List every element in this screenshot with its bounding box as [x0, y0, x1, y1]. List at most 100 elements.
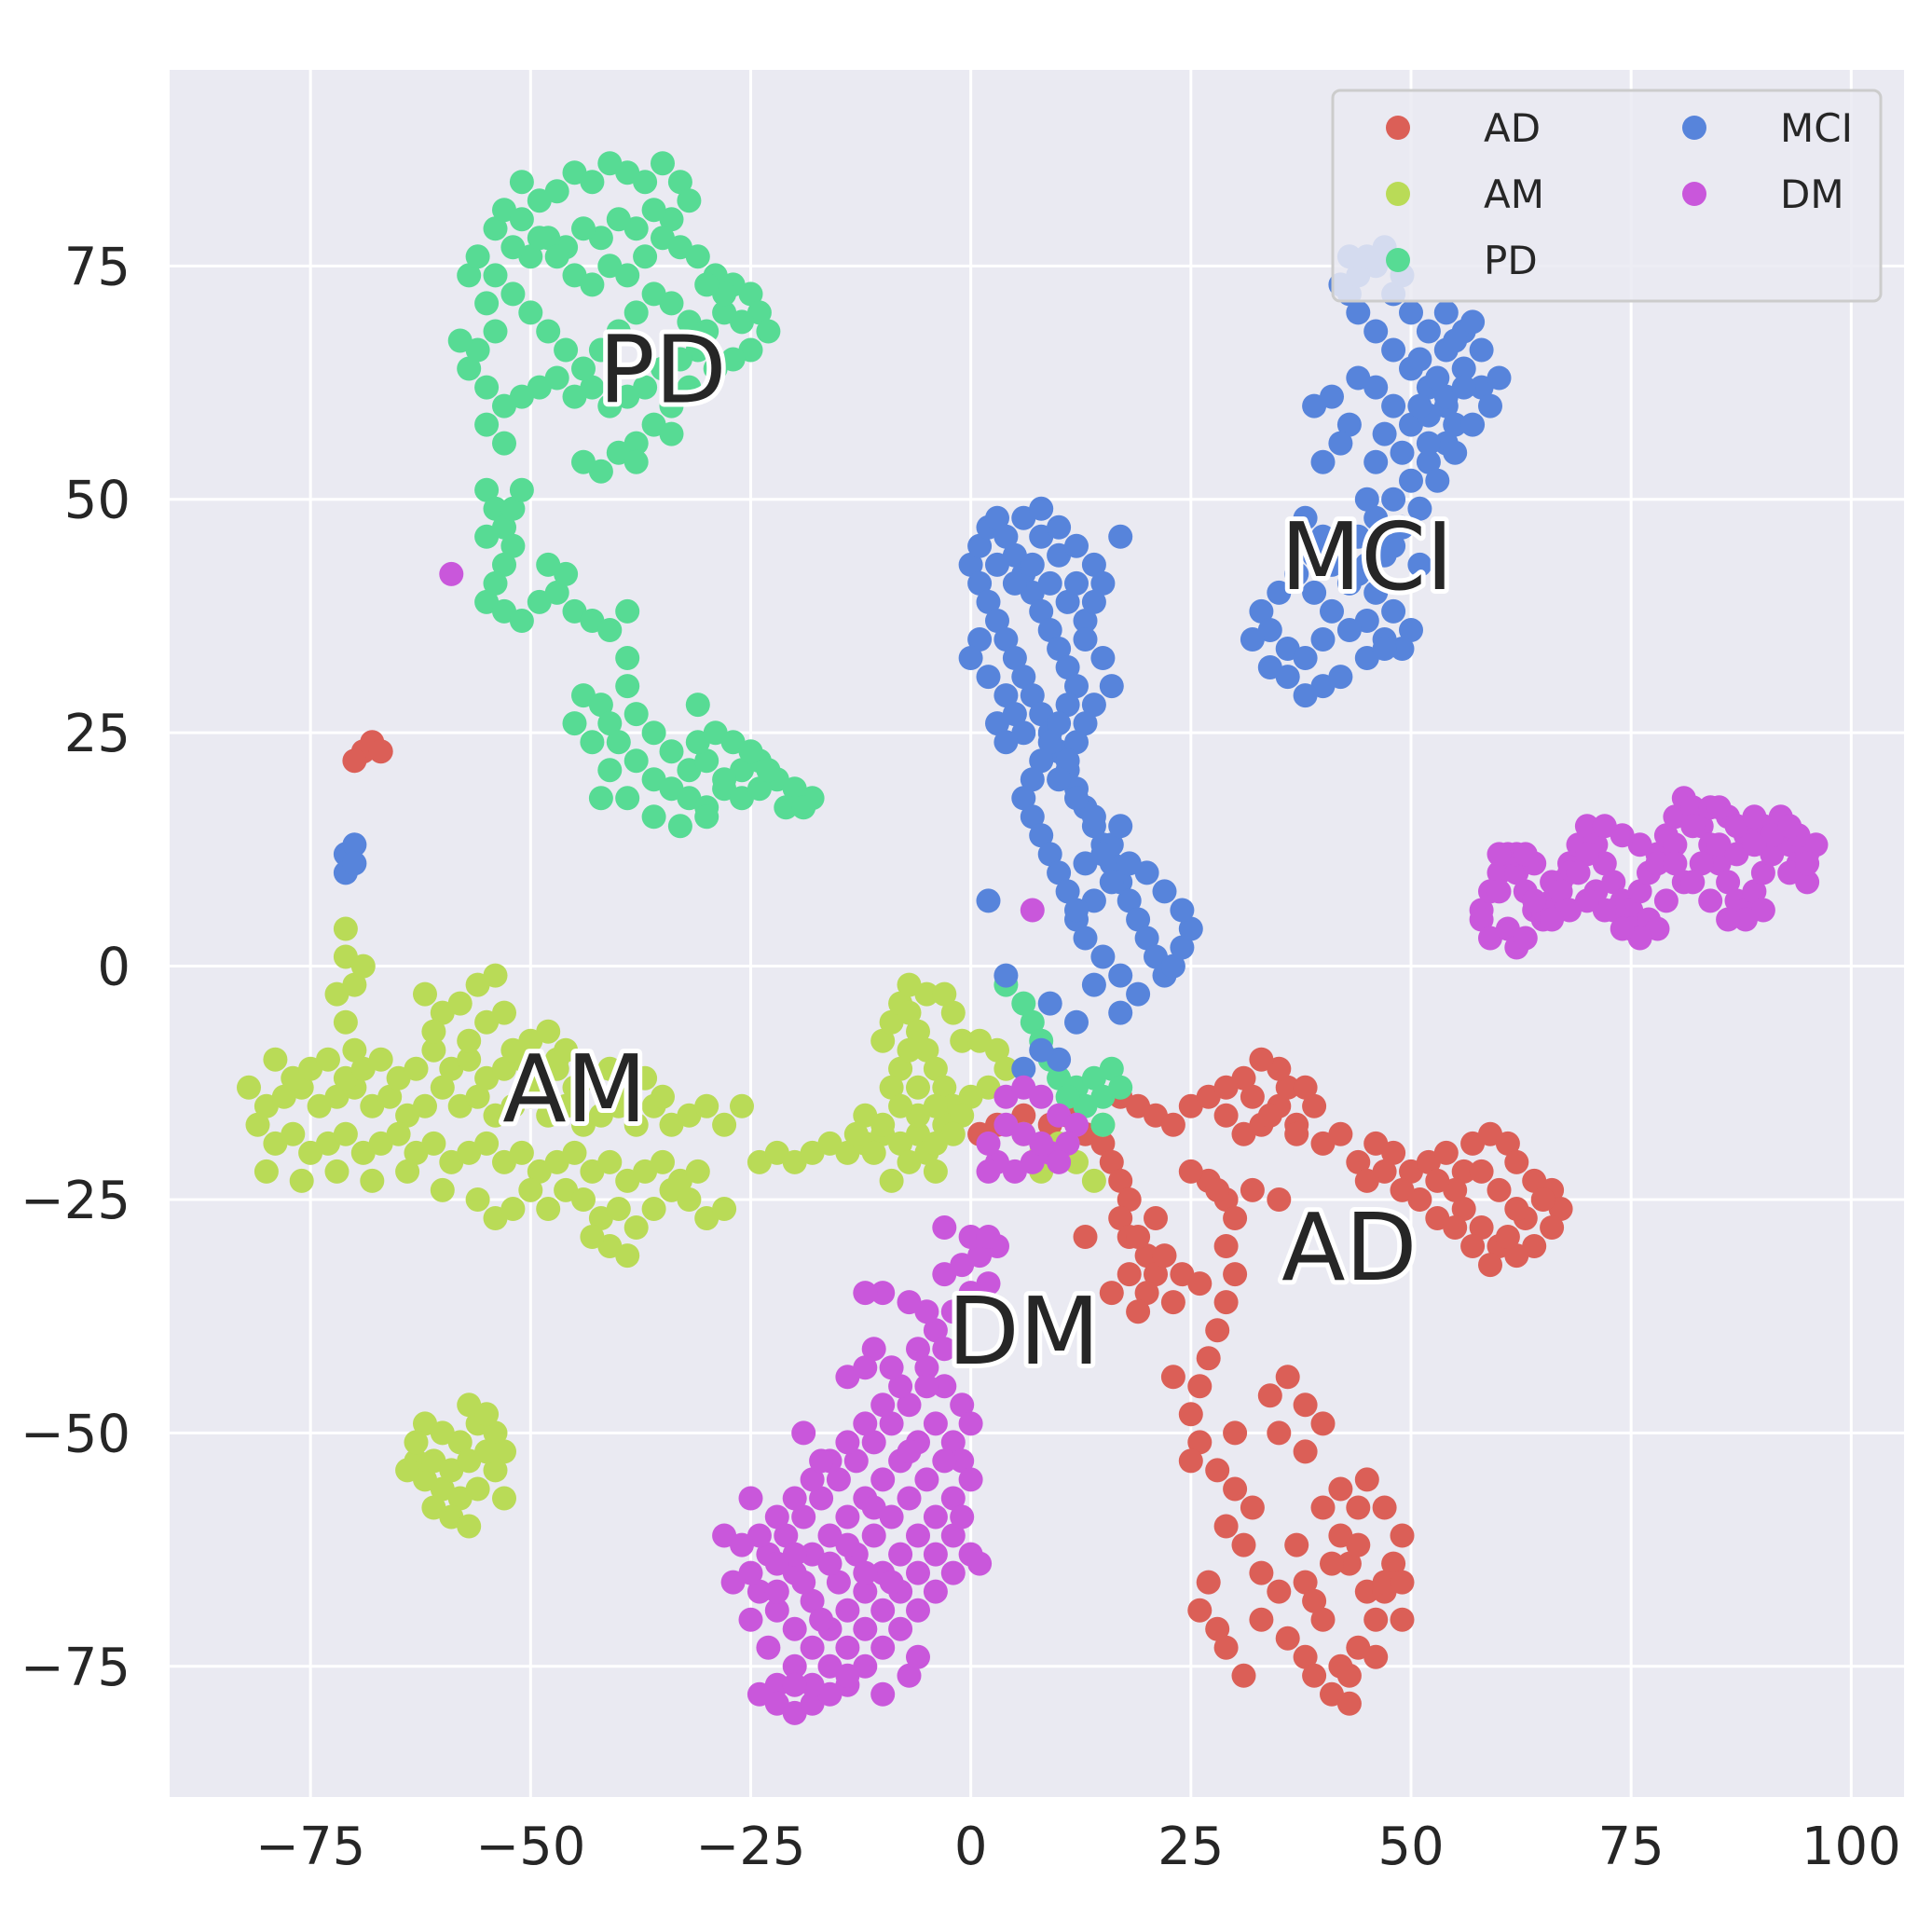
x-axis-ticks: −75 −50 −25 0 25 50 75 100: [255, 1817, 1901, 1877]
x-tick-label: 75: [1598, 1817, 1665, 1877]
data-point: [1081, 972, 1106, 997]
data-point: [1047, 767, 1072, 792]
data-point: [940, 1430, 966, 1455]
data-point: [1231, 1532, 1256, 1557]
data-point: [1592, 814, 1617, 839]
data-point: [597, 1056, 623, 1081]
data-point: [281, 1121, 306, 1146]
data-point: [843, 1448, 869, 1474]
data-point: [1267, 1579, 1292, 1604]
data-point: [1090, 944, 1116, 969]
data-point: [430, 1177, 455, 1202]
cluster-label-mci: MCI: [1281, 502, 1454, 611]
data-point: [993, 627, 1019, 652]
data-point: [1328, 1121, 1353, 1146]
data-point: [1478, 1253, 1502, 1278]
data-point: [1777, 814, 1802, 839]
data-point: [1108, 524, 1133, 549]
data-point: [457, 263, 482, 288]
data-point: [1407, 496, 1432, 521]
data-point: [879, 1355, 904, 1380]
data-point: [457, 1047, 482, 1072]
data-point: [606, 1093, 631, 1118]
data-point: [465, 1187, 490, 1212]
data-point: [554, 561, 579, 586]
data-point: [404, 1430, 429, 1455]
data-point: [421, 1131, 446, 1156]
data-point: [536, 1019, 561, 1044]
data-point: [1160, 1290, 1185, 1315]
data-point: [1002, 570, 1027, 596]
data-point: [1037, 991, 1062, 1016]
data-point: [932, 1075, 957, 1100]
data-point: [659, 291, 684, 316]
data-point: [457, 356, 482, 381]
data-point: [554, 1037, 579, 1063]
data-point: [1336, 1551, 1362, 1576]
data-point: [1716, 870, 1741, 895]
data-point: [421, 1019, 446, 1044]
data-point: [835, 1430, 860, 1455]
data-point: [1354, 487, 1379, 512]
data-point: [483, 1420, 508, 1446]
data-point: [738, 1486, 763, 1511]
data-point: [1336, 412, 1362, 437]
data-point: [897, 1486, 922, 1511]
data-point: [1275, 1075, 1300, 1100]
data-point: [245, 1112, 270, 1137]
data-point: [1029, 1084, 1054, 1109]
data-point: [923, 1159, 948, 1184]
data-point: [1433, 1140, 1459, 1165]
data-point: [1680, 795, 1706, 820]
data-point: [1029, 1037, 1054, 1063]
data-point: [571, 449, 596, 474]
data-point: [712, 1112, 737, 1137]
data-point: [1284, 1121, 1309, 1146]
data-point: [1460, 412, 1486, 437]
data-point: [1522, 888, 1547, 913]
data-point: [967, 627, 993, 652]
data-point: [685, 693, 710, 718]
data-point: [439, 561, 464, 586]
data-point: [1213, 1103, 1239, 1128]
data-point: [1750, 860, 1775, 885]
data-point: [1134, 1281, 1159, 1306]
data-point: [1310, 1411, 1336, 1436]
data-point: [1064, 1112, 1089, 1137]
data-point: [1099, 674, 1124, 699]
data-point: [1081, 1168, 1106, 1193]
data-point: [923, 1056, 948, 1081]
data-point: [694, 748, 719, 774]
data-point: [1099, 1056, 1124, 1081]
data-point: [932, 1337, 957, 1362]
data-point: [1293, 683, 1318, 708]
data-point: [791, 1420, 816, 1446]
data-point: [774, 795, 799, 820]
data-point: [1178, 1402, 1203, 1427]
data-point: [1073, 711, 1098, 736]
data-point: [1469, 1215, 1494, 1240]
data-point: [1187, 1271, 1213, 1296]
data-point: [932, 981, 957, 1007]
data-point: [1196, 1346, 1221, 1371]
data-point: [782, 1616, 807, 1641]
data-point: [597, 711, 623, 736]
data-point: [1002, 646, 1027, 670]
data-point: [483, 263, 508, 288]
data-point: [1504, 1149, 1529, 1174]
data-point: [333, 1009, 358, 1035]
data-point: [1055, 748, 1080, 774]
data-point: [1381, 393, 1406, 418]
data-point: [791, 1570, 816, 1595]
data-point: [993, 963, 1019, 988]
data-point: [1047, 1149, 1072, 1174]
x-tick-label: 50: [1377, 1817, 1444, 1877]
data-point: [492, 431, 516, 456]
data-point: [985, 552, 1009, 577]
data-point: [835, 1635, 860, 1660]
data-point: [623, 449, 649, 474]
data-point: [1223, 1262, 1248, 1287]
data-point: [1240, 1177, 1265, 1202]
data-point: [1047, 514, 1072, 540]
data-point: [923, 1579, 948, 1604]
